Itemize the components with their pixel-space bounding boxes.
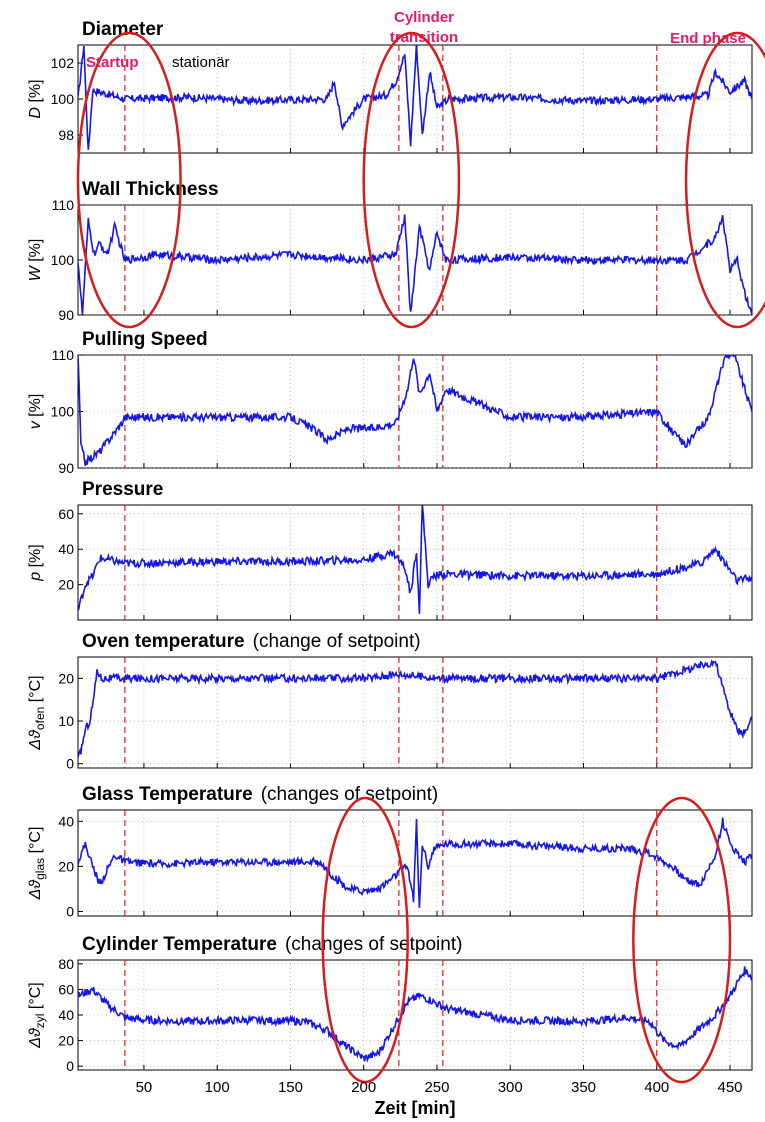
- y-tick-label: 90: [58, 307, 74, 323]
- x-tick-label: 100: [205, 1079, 230, 1096]
- series-line: [78, 658, 752, 758]
- phase-label-startup: Startup: [86, 54, 139, 71]
- y-tick-label: 100: [51, 404, 75, 420]
- y-tick-label: 0: [66, 903, 74, 919]
- panel-wall_thickness: 90 100 110 Wall Thickness W [%]: [27, 179, 753, 323]
- y-tick-label: 0: [66, 1058, 74, 1074]
- y-axis-label: W [%]: [27, 239, 44, 282]
- plot-frame: [77, 656, 753, 769]
- panel-pulling_speed: 90 100 110 Pulling Speed v [%]: [27, 329, 753, 476]
- panel-title: Pulling Speed: [82, 329, 208, 350]
- x-tick-label: 350: [571, 1079, 596, 1096]
- y-tick-label: 40: [58, 813, 74, 829]
- series-line: [78, 214, 752, 315]
- series-line: [78, 45, 752, 150]
- y-tick-label: 20: [58, 670, 74, 686]
- x-tick-label: 50: [136, 1079, 153, 1096]
- highlight-ellipse-cylinder-transition: [362, 31, 461, 329]
- highlight-ellipse-glass-dip-1: [321, 796, 409, 1084]
- panel-diameter: 98 100 102 Diameter D [%]: [27, 19, 753, 154]
- y-tick-label: 0: [66, 756, 74, 772]
- y-axis-label: D [%]: [27, 79, 44, 118]
- y-tick-label: 40: [58, 1007, 74, 1023]
- y-axis-label: Δϑofen [°C]: [27, 675, 47, 750]
- y-tick-label: 110: [52, 197, 75, 213]
- panel-oven_temperature: 0 10 20 Oven temperature (change of setpoint…: [27, 631, 753, 772]
- panel-title: Wall Thickness: [82, 179, 219, 200]
- phase-label-stationary: stationär: [172, 54, 230, 71]
- y-tick-label: 102: [51, 55, 75, 71]
- panel-title: Cylinder Temperature (changes of setpoint…: [82, 934, 462, 955]
- y-tick-label: 20: [58, 577, 74, 593]
- panel-title: Glass Temperature (changes of setpoint): [82, 784, 438, 805]
- phase-label-end-phase: End phase: [670, 30, 746, 47]
- y-tick-label: 60: [58, 981, 74, 997]
- y-tick-label: 20: [58, 858, 74, 874]
- y-tick-label: 40: [58, 541, 74, 557]
- panel-cylinder_temperature: 0 20 40 60 80 Cylinder Temperature (changes of…: [27, 934, 753, 1074]
- series-line: [78, 966, 752, 1063]
- x-tick-label: 450: [718, 1079, 743, 1096]
- panel-title: Pressure: [82, 479, 163, 500]
- y-axis-label: p [%]: [27, 544, 44, 581]
- y-axis-label: Δϑzyl [°C]: [27, 982, 47, 1049]
- y-tick-label: 20: [58, 1033, 74, 1049]
- y-tick-label: 90: [58, 460, 74, 476]
- y-tick-label: 10: [58, 713, 74, 729]
- panel-title: Diameter: [82, 19, 164, 40]
- series-line: [78, 355, 752, 466]
- y-axis-label: v [%]: [27, 394, 44, 430]
- y-tick-label: 100: [51, 91, 75, 107]
- highlight-ellipse-glass-dip-2: [632, 796, 732, 1084]
- x-axis-label: Zeit [min]: [375, 1098, 456, 1118]
- y-tick-label: 80: [58, 956, 74, 972]
- phase-label-cylinder-transition: Cylinder transition: [390, 9, 458, 46]
- y-tick-label: 110: [52, 347, 75, 363]
- y-axis-label: Δϑglas [°C]: [27, 827, 47, 901]
- plot-frame: [77, 504, 753, 621]
- highlight-ellipse-startup: [76, 31, 182, 329]
- panel-glass_temperature: 0 20 40 Glass Temperature (changes of setpoi…: [27, 784, 753, 919]
- x-tick-label: 150: [278, 1079, 303, 1096]
- panel-title: Oven temperature (change of setpoint): [82, 631, 421, 652]
- panel-pressure: 20 40 60 Pressure p [%]: [27, 479, 753, 621]
- x-tick-label: 300: [498, 1079, 523, 1096]
- series-line: [78, 817, 752, 908]
- x-tick-label: 400: [644, 1079, 669, 1096]
- highlight-ellipse-end-phase: [684, 31, 765, 329]
- y-tick-label: 100: [51, 252, 75, 268]
- x-tick-label: 200: [351, 1079, 376, 1096]
- x-tick-label: 250: [424, 1079, 449, 1096]
- y-tick-label: 60: [58, 506, 74, 522]
- y-tick-label: 98: [58, 127, 74, 143]
- series-line: [78, 505, 752, 614]
